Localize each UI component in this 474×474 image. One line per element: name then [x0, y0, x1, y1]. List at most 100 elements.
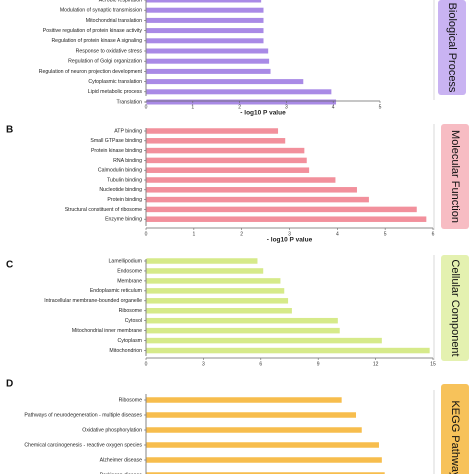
panel-3-bar — [146, 258, 258, 264]
panel-1-bar — [146, 68, 271, 74]
panel-1-bar — [146, 38, 264, 44]
panel-3-bar — [146, 327, 340, 334]
panel-1-bar — [146, 79, 304, 85]
panel-3-category-label: Mitochondrial inner membrane — [72, 328, 142, 334]
panel-3-bar — [146, 268, 264, 274]
panel-3-tag — [441, 255, 469, 361]
panel-1-x-tick-label: 3 — [285, 104, 288, 110]
panel-1-bar — [146, 99, 337, 105]
panel-2-bar — [146, 206, 417, 213]
panel-1-bar — [146, 89, 332, 95]
panel-2-category-label: Protein kinase binding — [91, 148, 142, 154]
panel-3-x-tick-label: 15 — [430, 361, 436, 367]
panel-2-x-tick-label: 1 — [192, 231, 195, 237]
panel-2-category-label: RNA binding — [113, 158, 142, 164]
panel-1-category-label: Aerobic respiration — [99, 0, 142, 3]
panel-1-bar — [146, 58, 270, 64]
panel-1-x-axis-label: - log10 P value — [240, 110, 286, 117]
panel-2-bar — [146, 196, 369, 203]
panel-3-x-tick-label: 6 — [259, 361, 262, 367]
panel-1-bar — [146, 48, 269, 54]
panel-2-bar — [146, 177, 336, 183]
panel-2-bar — [146, 128, 279, 134]
panel-1-bar — [146, 28, 264, 34]
panel-4-tag — [441, 384, 469, 474]
panel-1-bar — [146, 17, 264, 23]
panel-3-category-label: Cytoplasm — [117, 338, 142, 344]
panel-1-tag — [438, 0, 466, 95]
panel-2-category-label: Enzyme binding — [105, 217, 142, 223]
panel-4-bar — [146, 397, 342, 403]
panel-2-x-tick-label: 0 — [145, 231, 148, 237]
panel-3-x-tick-label: 3 — [202, 361, 205, 367]
panel-1-x-tick-label: 0 — [145, 104, 148, 110]
panel-4-bar — [146, 442, 379, 448]
panel-2-category-label: Tubulin binding — [107, 177, 142, 183]
panel-2-bar — [146, 167, 310, 173]
panel-1-category-label: Mitochondrial translation — [86, 18, 142, 24]
panel-4-category-label: Parkinson disease — [100, 472, 143, 474]
panel-2-bar — [146, 138, 286, 144]
panel-2-category-label: Calmodulin binding — [98, 168, 142, 174]
panel-4-category-label: Alzheimer disease — [100, 457, 142, 463]
panel-1-x-tick-label: 1 — [191, 104, 194, 110]
panel-3-bar — [146, 337, 382, 344]
panel-2-x-tick-label: 5 — [384, 231, 387, 237]
panel-2-tag-label: Molecular Function — [449, 130, 461, 223]
panel-2-category-label: Nucleotide binding — [99, 187, 142, 193]
panel-4-bar — [146, 427, 362, 433]
panel-1-category-label: Regulation of Golgi organization — [68, 59, 142, 65]
panel-4-bar — [146, 472, 385, 474]
panel-3-category-label: Endoplasmic reticulum — [90, 288, 142, 294]
panel-3-category-label: Mitochondrion — [109, 348, 142, 354]
panel-3-x-tick-label: 9 — [317, 361, 320, 367]
panel-2-letter: B — [6, 125, 13, 136]
panel-3-bar — [146, 308, 292, 314]
panel-4-category-label: Ribosome — [119, 397, 142, 403]
panel-2-bar — [146, 157, 307, 164]
panel-3-bar — [146, 347, 430, 354]
panel-3-bar — [146, 317, 338, 324]
panel-1-category-label: Regulation of neuron projection developm… — [39, 69, 143, 75]
panel-2-x-axis-label: - log10 P value — [267, 237, 313, 244]
panel-1-category-label: Modulation of synaptic transmission — [60, 8, 142, 14]
panel-3-x-tick-label: 12 — [373, 361, 379, 367]
panel-2-bar — [146, 187, 357, 193]
panel-3-tag-label: Cellular Component — [449, 259, 461, 356]
panel-4-category-label: Chemical carcinogenesis - reactive oxyge… — [24, 442, 142, 448]
panel-2-bar — [146, 147, 305, 154]
panel-3-bar — [146, 288, 285, 294]
panel-3-bar — [146, 298, 289, 304]
panel-3-category-label: Membrane — [117, 278, 142, 284]
panel-2-x-tick-label: 4 — [336, 231, 339, 237]
panel-1-x-tick-label: 4 — [332, 104, 335, 110]
panel-3-category-label: Intracellular membrane-bounded organelle — [44, 298, 142, 304]
panel-3-category-label: Cytosol — [125, 318, 142, 324]
panel-1-category-label: Regulation of protein kinase A signaling — [51, 38, 142, 44]
panel-1-category-label: Cytoplasmic translation — [88, 79, 142, 85]
panel-1-category-label: Response to oxidative stress — [76, 48, 143, 54]
panel-3-category-label: Endosome — [117, 268, 142, 274]
panel-4-letter: D — [6, 379, 13, 390]
panel-4-category-label: Oxidative phosphorylation — [82, 427, 142, 433]
panel-3-bar — [146, 278, 281, 284]
panel-2-bar — [146, 216, 427, 222]
panel-2-x-tick-label: 3 — [288, 231, 291, 237]
panel-2-x-tick-label: 6 — [432, 231, 435, 237]
panel-2-x-tick-label: 2 — [240, 231, 243, 237]
panel-2-category-label: Structural constituent of ribosome — [65, 207, 142, 213]
panel-3-category-label: Ribosome — [119, 308, 142, 314]
panel-2-category-label: Protein binding — [107, 197, 142, 203]
panel-3-letter: C — [6, 260, 13, 271]
panel-4-bar — [146, 412, 357, 418]
panel-4-bar — [146, 457, 382, 463]
panel-1-category-label: Translation — [117, 99, 143, 105]
panel-1-tag-label: Biological Process — [446, 3, 458, 93]
panel-1-category-label: Lipid metabolic process — [88, 89, 143, 95]
panel-4-category-label: Pathways of neurodegeneration - multiple… — [24, 412, 142, 418]
panel-2-category-label: ATP binding — [114, 128, 142, 134]
panel-1-x-tick-label: 5 — [379, 104, 382, 110]
panel-2-category-label: Small GTPase binding — [90, 138, 142, 144]
panel-3-category-label: Lamellipodium — [109, 258, 142, 264]
